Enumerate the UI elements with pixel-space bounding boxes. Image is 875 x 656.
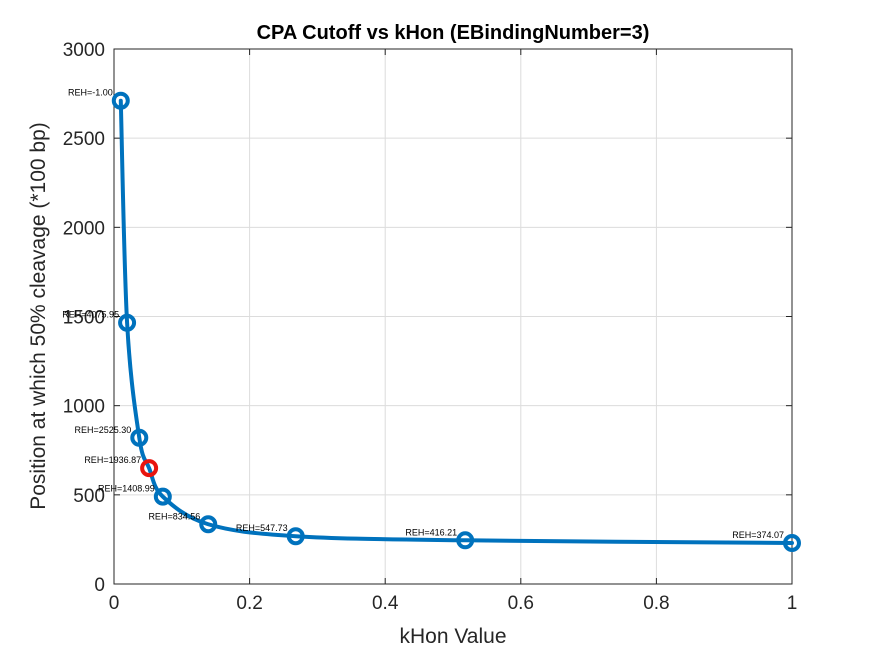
- data-point: [153, 487, 172, 506]
- point-label: REH=547.73: [236, 523, 288, 533]
- y-tick-label: 1000: [63, 397, 105, 418]
- x-tick-label: 0.6: [508, 593, 534, 614]
- annotation-layer: REH=-1.00 REH=4075.95 REH=2525.30 REH=1936.…: [62, 88, 784, 540]
- data-point: [118, 313, 137, 332]
- x-tick-label: 0: [109, 593, 120, 614]
- point-label: REH=2525.30: [74, 425, 131, 435]
- x-axis-ticks: 0 0.2 0.4 0.6 0.8 1: [109, 49, 798, 614]
- point-label: REH=1936.87: [84, 455, 141, 465]
- data-point: [456, 531, 475, 550]
- highlight-point: [140, 459, 159, 478]
- y-tick-label: 2500: [63, 129, 105, 150]
- point-label: REH=4075.95: [62, 310, 119, 320]
- point-label: REH=-1.00: [68, 88, 113, 98]
- y-tick-label: 3000: [63, 40, 105, 61]
- point-label: REH=834.56: [148, 511, 200, 521]
- x-tick-label: 0.2: [236, 593, 262, 614]
- series-layer: [111, 91, 801, 552]
- x-tick-label: 0.8: [643, 593, 669, 614]
- grid-lines: [114, 49, 792, 584]
- y-tick-label: 2000: [63, 218, 105, 239]
- data-point: [783, 533, 801, 552]
- x-tick-label: 1: [787, 593, 798, 614]
- x-tick-label: 0.4: [372, 593, 399, 614]
- y-tick-label: 1500: [63, 308, 105, 329]
- y-axis-ticks: 0 500 1000 1500 2000 2500 3000: [63, 40, 792, 596]
- series-line: [118, 98, 794, 545]
- y-tick-label: 0: [94, 575, 105, 596]
- data-point: [199, 515, 218, 534]
- x-axis-title: kHon Value: [399, 625, 506, 648]
- y-axis-title: Position at which 50% cleavage (*100 bp): [27, 122, 50, 510]
- data-point: [111, 91, 130, 110]
- point-label: REH=1408.99: [98, 484, 155, 494]
- data-point: [130, 428, 149, 447]
- data-point: [286, 527, 305, 546]
- point-label: REH=416.21: [405, 527, 457, 537]
- y-tick-label: 500: [73, 486, 105, 507]
- point-label: REH=374.07: [732, 530, 784, 540]
- chart-title: CPA Cutoff vs kHon (EBindingNumber=3): [257, 22, 650, 44]
